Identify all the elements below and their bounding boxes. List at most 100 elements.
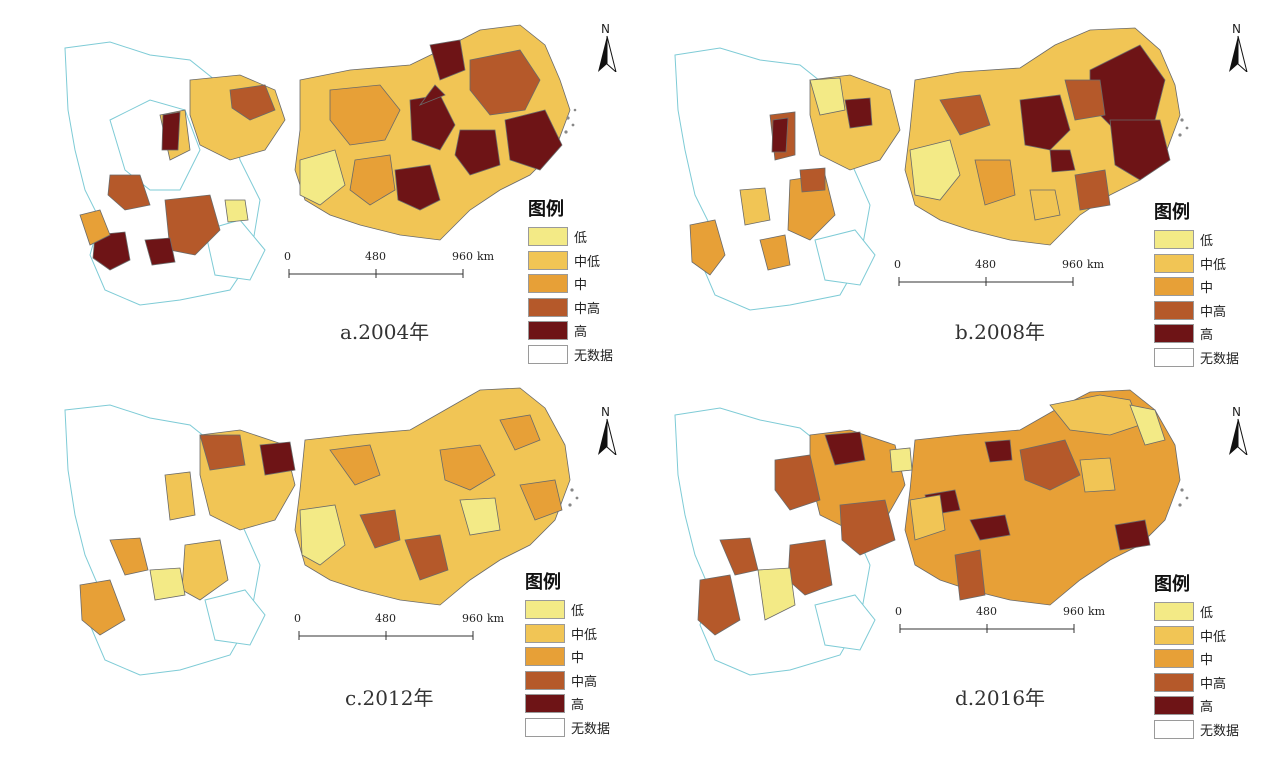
legend-swatch (1154, 230, 1194, 250)
legend-item-mid-high: 中高 (525, 669, 625, 693)
scale-unit: km (1088, 605, 1106, 618)
coastline-islands (568, 488, 579, 507)
legend-label: 中 (571, 651, 585, 667)
legend-item-mid-low: 中低 (525, 622, 625, 646)
legend-title: 图例 (525, 572, 561, 593)
choropleth-map (64, 387, 579, 676)
scale-bar: 0 480 960 km (894, 258, 1127, 294)
legend-swatch (1154, 602, 1194, 622)
legend-item-no-data: 无数据 (1154, 718, 1254, 742)
region-fill-east (904, 27, 1181, 246)
legend-label: 低 (1200, 606, 1214, 622)
legend-swatch (1154, 625, 1194, 645)
north-arrow-label: N (1232, 405, 1241, 419)
legend-label: 高 (574, 325, 588, 341)
region-fill-west (697, 429, 913, 636)
legend-swatch (528, 274, 568, 294)
north-arrow: N (1225, 22, 1251, 72)
legend-label: 中 (574, 278, 588, 294)
legend-label: 中 (1200, 281, 1214, 297)
coastline-islands (1178, 488, 1189, 507)
legend-item-mid: 中 (528, 272, 628, 296)
legend-title: 图例 (1154, 202, 1190, 223)
legend-label: 中低 (1200, 257, 1227, 273)
legend-item-no-data: 无数据 (1154, 346, 1254, 370)
legend-swatch (528, 250, 568, 270)
north-arrow-icon (598, 35, 617, 72)
legend-label: 无数据 (571, 721, 611, 737)
scale-tick-0: 0 (284, 250, 291, 263)
region-fill-west (79, 74, 286, 271)
north-arrow-label: N (1232, 22, 1241, 36)
scale-bar: 0 480 960 km (284, 250, 517, 286)
legend-label: 中高 (574, 301, 601, 317)
north-arrow-label: N (601, 405, 610, 419)
legend-swatch (528, 297, 568, 317)
legend-swatch (525, 623, 565, 643)
choropleth-map (64, 24, 577, 306)
legend-swatch (528, 344, 568, 364)
legend-item-high: 高 (528, 319, 628, 343)
legend-label: 高 (1200, 328, 1214, 344)
map-legend: 图例 低 中低 中 中高 高 无数据 (525, 568, 625, 739)
legend-label: 中低 (571, 627, 598, 643)
panel-caption: c.2012年 (345, 686, 434, 710)
map-panel-c: 0 480 960 km c.2012年 图例 低 中低 中 中高 高 无数据 … (0, 380, 630, 755)
legend-swatch (525, 647, 565, 667)
legend-label: 中低 (574, 254, 601, 270)
scale-tick-480: 480 (375, 612, 396, 625)
north-arrow-icon (598, 418, 617, 455)
legend-swatch (525, 717, 565, 737)
legend-item-high: 高 (1154, 694, 1254, 718)
legend-item-low: 低 (528, 225, 628, 249)
scale-unit: km (487, 612, 505, 625)
map-panel-b: N 0 480 960 km b.2008年 图例 低 中低 中 中高 高 无数… (610, 0, 1248, 375)
legend-swatch (525, 694, 565, 714)
legend-swatch (1154, 696, 1194, 716)
legend-item-mid-high: 中高 (528, 296, 628, 320)
legend-item-mid-high: 中高 (1154, 671, 1254, 695)
legend-label: 低 (574, 231, 588, 247)
map-panel-d: N 0 480 960 km d.2016年 图例 低 中低 中 中高 高 无数… (610, 380, 1248, 755)
scale-tick-960: 960 (452, 250, 473, 263)
legend-label: 高 (571, 698, 585, 714)
legend-item-high: 高 (1154, 322, 1254, 346)
legend-item-mid-low: 中低 (1154, 252, 1254, 276)
legend-swatch (1154, 253, 1194, 273)
legend-label: 无数据 (574, 348, 614, 364)
legend-swatch (1154, 672, 1194, 692)
legend-item-mid-high: 中高 (1154, 299, 1254, 323)
legend-swatch (1154, 719, 1194, 739)
legend-label: 中 (1200, 653, 1214, 669)
map-legend: 图例 低 中低 中 中高 高 无数据 (528, 195, 628, 366)
legend-swatch (525, 670, 565, 690)
map-legend: 图例 低 中低 中 中高 高 无数据 (1154, 570, 1254, 741)
legend-label: 低 (1200, 234, 1214, 250)
legend-item-mid: 中 (1154, 275, 1254, 299)
region-fill-east (294, 387, 571, 606)
scale-unit: km (1087, 258, 1105, 271)
legend-title: 图例 (528, 199, 564, 220)
legend-swatch (1154, 300, 1194, 320)
north-arrow-label: N (601, 22, 610, 36)
scale-tick-480: 480 (976, 605, 997, 618)
legend-label: 中低 (1200, 629, 1227, 645)
legend-label: 无数据 (1200, 351, 1240, 367)
legend-swatch (1154, 347, 1194, 367)
north-arrow: N (1225, 405, 1251, 455)
scale-tick-480: 480 (365, 250, 386, 263)
region-fill-west (79, 429, 296, 636)
region-fill-east (294, 24, 571, 241)
legend-title: 图例 (1154, 574, 1190, 595)
map-legend: 图例 低 中低 中 中高 高 无数据 (1154, 198, 1254, 369)
panel-caption: a.2004年 (340, 320, 430, 344)
legend-label: 中高 (1200, 676, 1227, 692)
scale-tick-0: 0 (894, 258, 901, 271)
legend-item-mid: 中 (525, 645, 625, 669)
legend-item-no-data: 无数据 (525, 716, 625, 740)
region-fill-east (904, 389, 1181, 606)
legend-label: 低 (571, 604, 585, 620)
legend-swatch (1154, 277, 1194, 297)
coastline-islands (1178, 118, 1189, 137)
legend-label: 中高 (1200, 304, 1227, 320)
